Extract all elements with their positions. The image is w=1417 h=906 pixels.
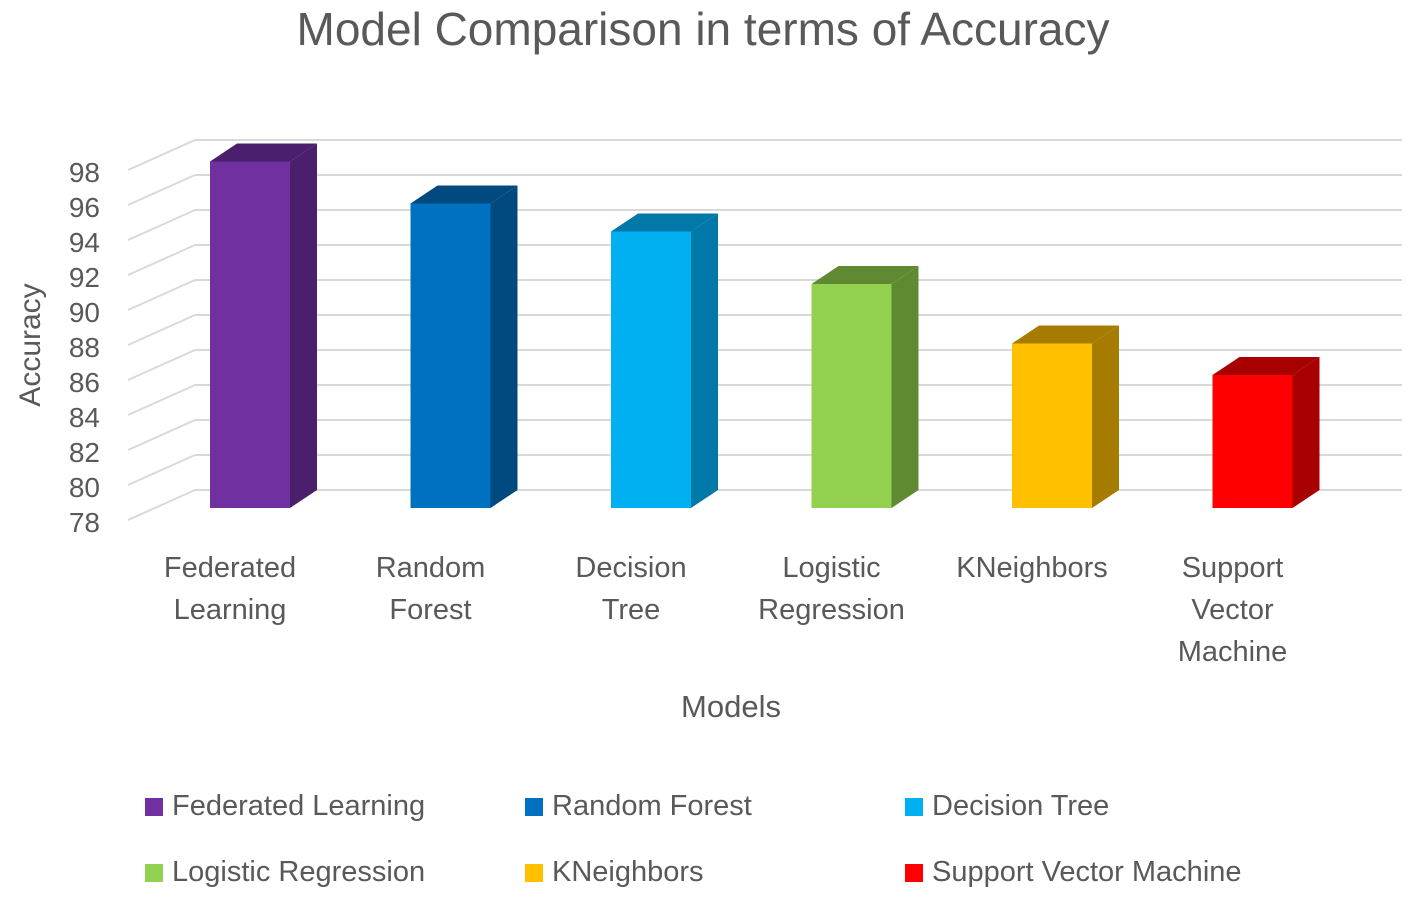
y-tick-label: 98 [69,157,100,188]
legend-item: Random Forest [525,790,752,823]
chart-title: Model Comparison in terms of Accuracy [297,3,1110,55]
legend-swatch [905,797,923,816]
gridlines [127,139,1402,521]
legend-label: KNeighbors [552,856,704,888]
y-axis-ticks: 78 80 82 84 86 88 90 92 94 96 98 [69,157,100,538]
gridline [127,349,1402,381]
gridline [127,244,1402,276]
legend-item: Logistic Regression [145,856,425,889]
x-tick-label: Random Forest [376,552,486,626]
bar [410,185,518,508]
legend-label: Decision Tree [932,790,1110,822]
bar [1012,325,1119,508]
bar [1212,357,1320,508]
legend-swatch [145,863,163,882]
y-tick-label: 84 [69,402,100,433]
legend-item: Federated Learning [145,790,425,823]
x-tick-label: Support Vector Machine [1178,552,1288,668]
x-tick-label: Decision Tree [575,552,686,626]
y-tick-label: 82 [69,437,100,468]
legend-swatch [525,797,543,816]
bar [210,143,317,508]
y-tick-label: 94 [69,227,100,258]
bar [611,213,718,508]
legend-item: Decision Tree [905,790,1109,823]
bars [210,143,1320,508]
legend-label: Random Forest [552,790,752,822]
legend-item: KNeighbors [525,856,704,889]
y-tick-label: 96 [69,192,100,223]
y-tick-label: 92 [69,262,100,293]
y-tick-label: 88 [69,332,100,363]
y-tick-label: 78 [69,507,100,538]
legend-swatch [525,863,543,882]
legend-swatch [145,797,163,816]
gridline [127,384,1402,416]
x-tick-label: Logistic Regression [758,552,905,626]
gridline [127,209,1402,241]
legend-label: Logistic Regression [172,856,426,888]
legend-label: Support Vector Machine [932,856,1242,888]
x-axis-ticks: Federated Learning Random Forest Decision Tre… [164,552,1287,668]
bar [811,266,919,508]
gridline [127,454,1402,486]
legend-swatch [905,863,923,882]
gridline [127,174,1402,206]
gridline [127,139,1402,171]
gridline [127,279,1402,311]
y-tick-label: 90 [69,297,100,328]
gridline [127,419,1402,451]
x-tick-label: Federated Learning [164,552,296,626]
legend-item: Support Vector Machine [905,856,1242,889]
gridline [127,314,1402,346]
x-axis-title: Models [681,689,781,724]
y-tick-label: 80 [69,472,100,503]
y-axis-title: Accuracy [14,283,47,406]
y-tick-label: 86 [69,367,100,398]
legend-label: Federated Learning [172,790,426,822]
x-tick-label: KNeighbors [956,552,1108,584]
gridline [127,489,1402,521]
